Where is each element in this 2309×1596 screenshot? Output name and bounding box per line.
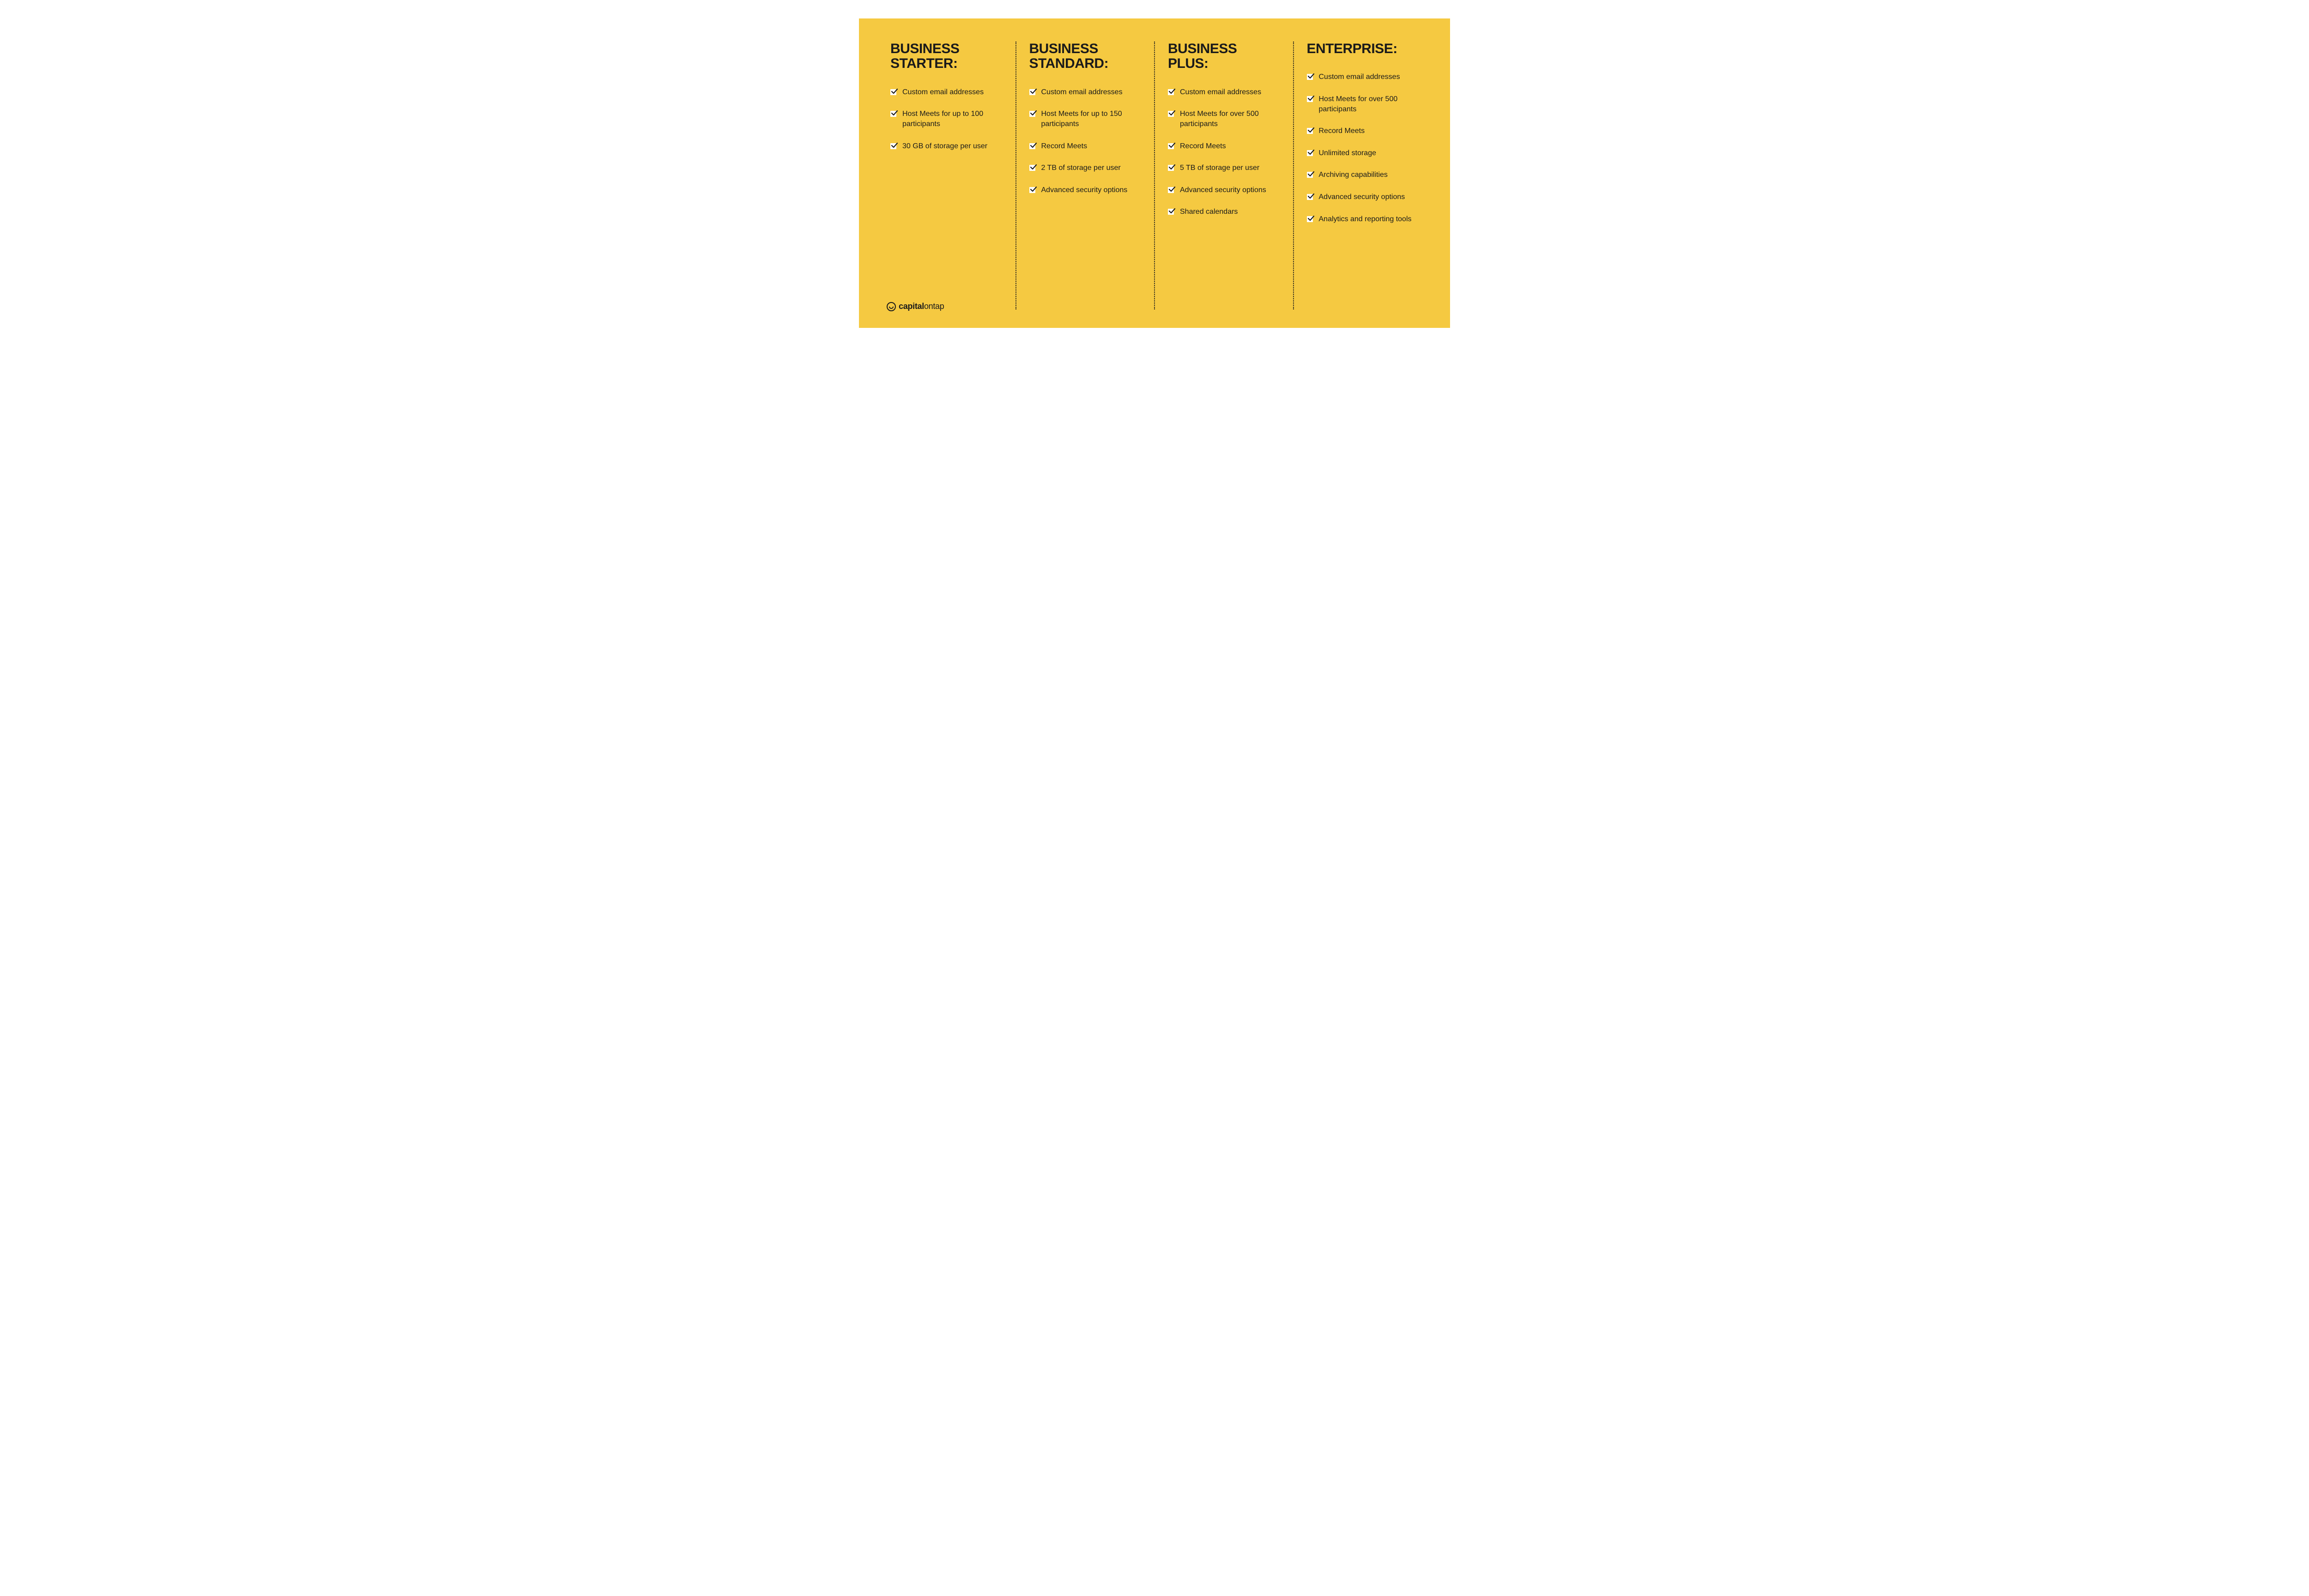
feature-text: Host Meets for over 500 participants — [1319, 94, 1419, 114]
plan-columns: BUSINESS STARTER: Custom email addresses… — [877, 42, 1432, 309]
list-item: Analytics and reporting tools — [1307, 214, 1419, 224]
list-item: Record Meets — [1307, 126, 1419, 136]
list-item: Custom email addresses — [1029, 87, 1142, 97]
check-icon — [1307, 215, 1314, 223]
feature-text: Host Meets for over 500 participants — [1180, 109, 1280, 129]
check-icon — [1029, 142, 1037, 150]
feature-list: Custom email addresses Host Meets for ov… — [1168, 87, 1280, 217]
list-item: Unlimited storage — [1307, 148, 1419, 158]
brand-logo: capitalontap — [887, 302, 944, 311]
plan-title: BUSINESS STARTER: — [890, 42, 1003, 72]
feature-text: Record Meets — [1180, 141, 1280, 151]
brand-text-thin: ontap — [924, 302, 944, 311]
list-item: Host Meets for over 500 participants — [1307, 94, 1419, 114]
feature-text: Custom email addresses — [1180, 87, 1280, 97]
list-item: Record Meets — [1029, 141, 1142, 151]
check-icon — [1168, 110, 1175, 117]
feature-text: Custom email addresses — [1041, 87, 1142, 97]
check-icon — [1168, 186, 1175, 193]
feature-text: 30 GB of storage per user — [902, 141, 1003, 151]
feature-text: Advanced security options — [1319, 192, 1419, 202]
feature-text: Shared calendars — [1180, 207, 1280, 217]
list-item: Host Meets for over 500 participants — [1168, 109, 1280, 129]
check-icon — [890, 110, 898, 117]
pricing-comparison-card: BUSINESS STARTER: Custom email addresses… — [859, 18, 1450, 328]
brand-text-bold: capital — [899, 302, 924, 311]
list-item: Advanced security options — [1307, 192, 1419, 202]
check-icon — [1168, 164, 1175, 171]
check-icon — [1168, 208, 1175, 215]
list-item: Record Meets — [1168, 141, 1280, 151]
plan-column: BUSINESS STANDARD: Custom email addresse… — [1016, 42, 1155, 309]
feature-list: Custom email addresses Host Meets for up… — [1029, 87, 1142, 195]
check-icon — [1307, 73, 1314, 80]
check-icon — [1029, 88, 1037, 96]
feature-text: Record Meets — [1041, 141, 1142, 151]
list-item: Advanced security options — [1029, 185, 1142, 195]
plan-column: BUSINESS STARTER: Custom email addresses… — [877, 42, 1016, 309]
check-icon — [1307, 95, 1314, 103]
feature-text: Advanced security options — [1180, 185, 1280, 195]
plan-column: BUSINESS PLUS: Custom email addresses Ho… — [1155, 42, 1294, 309]
check-icon — [1029, 164, 1037, 171]
check-icon — [1307, 171, 1314, 178]
plan-column: ENTERPRISE: Custom email addresses Host … — [1294, 42, 1432, 309]
list-item: Custom email addresses — [1307, 72, 1419, 82]
list-item: Archiving capabilities — [1307, 170, 1419, 180]
check-icon — [1307, 149, 1314, 157]
feature-text: 5 TB of storage per user — [1180, 163, 1280, 173]
list-item: 5 TB of storage per user — [1168, 163, 1280, 173]
check-icon — [890, 142, 898, 150]
feature-list: Custom email addresses Host Meets for up… — [890, 87, 1003, 151]
feature-text: Record Meets — [1319, 126, 1419, 136]
feature-text: Advanced security options — [1041, 185, 1142, 195]
list-item: Advanced security options — [1168, 185, 1280, 195]
check-icon — [1307, 193, 1314, 200]
feature-text: Host Meets for up to 150 participants — [1041, 109, 1142, 129]
check-icon — [1168, 88, 1175, 96]
feature-text: Custom email addresses — [902, 87, 1003, 97]
plan-title: ENTERPRISE: — [1307, 42, 1419, 56]
check-icon — [890, 88, 898, 96]
check-icon — [1307, 127, 1314, 134]
check-icon — [1029, 110, 1037, 117]
feature-text: Analytics and reporting tools — [1319, 214, 1419, 224]
feature-text: 2 TB of storage per user — [1041, 163, 1142, 173]
list-item: 30 GB of storage per user — [890, 141, 1003, 151]
list-item: Host Meets for up to 100 participants — [890, 109, 1003, 129]
check-icon — [1168, 142, 1175, 150]
list-item: 2 TB of storage per user — [1029, 163, 1142, 173]
plan-title: BUSINESS STANDARD: — [1029, 42, 1142, 72]
list-item: Shared calendars — [1168, 207, 1280, 217]
feature-list: Custom email addresses Host Meets for ov… — [1307, 72, 1419, 224]
list-item: Host Meets for up to 150 participants — [1029, 109, 1142, 129]
plan-title: BUSINESS PLUS: — [1168, 42, 1280, 72]
list-item: Custom email addresses — [890, 87, 1003, 97]
list-item: Custom email addresses — [1168, 87, 1280, 97]
feature-text: Custom email addresses — [1319, 72, 1419, 82]
feature-text: Host Meets for up to 100 participants — [902, 109, 1003, 129]
feature-text: Archiving capabilities — [1319, 170, 1419, 180]
feature-text: Unlimited storage — [1319, 148, 1419, 158]
brand-text: capitalontap — [899, 302, 944, 311]
brand-mark-icon — [887, 302, 896, 311]
check-icon — [1029, 186, 1037, 193]
